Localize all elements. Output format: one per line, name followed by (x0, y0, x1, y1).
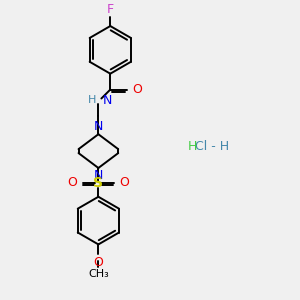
Text: N: N (102, 94, 112, 107)
Text: O: O (119, 176, 129, 189)
Text: CH₃: CH₃ (88, 269, 109, 279)
Text: F: F (107, 3, 114, 16)
Text: Cl - H: Cl - H (195, 140, 229, 153)
Text: N: N (94, 120, 103, 133)
Text: O: O (68, 176, 77, 189)
Text: S: S (93, 176, 103, 190)
Text: H: H (188, 140, 197, 153)
Text: N: N (94, 169, 103, 182)
Text: O: O (132, 83, 142, 96)
Text: O: O (93, 256, 103, 269)
Text: H: H (88, 95, 96, 106)
